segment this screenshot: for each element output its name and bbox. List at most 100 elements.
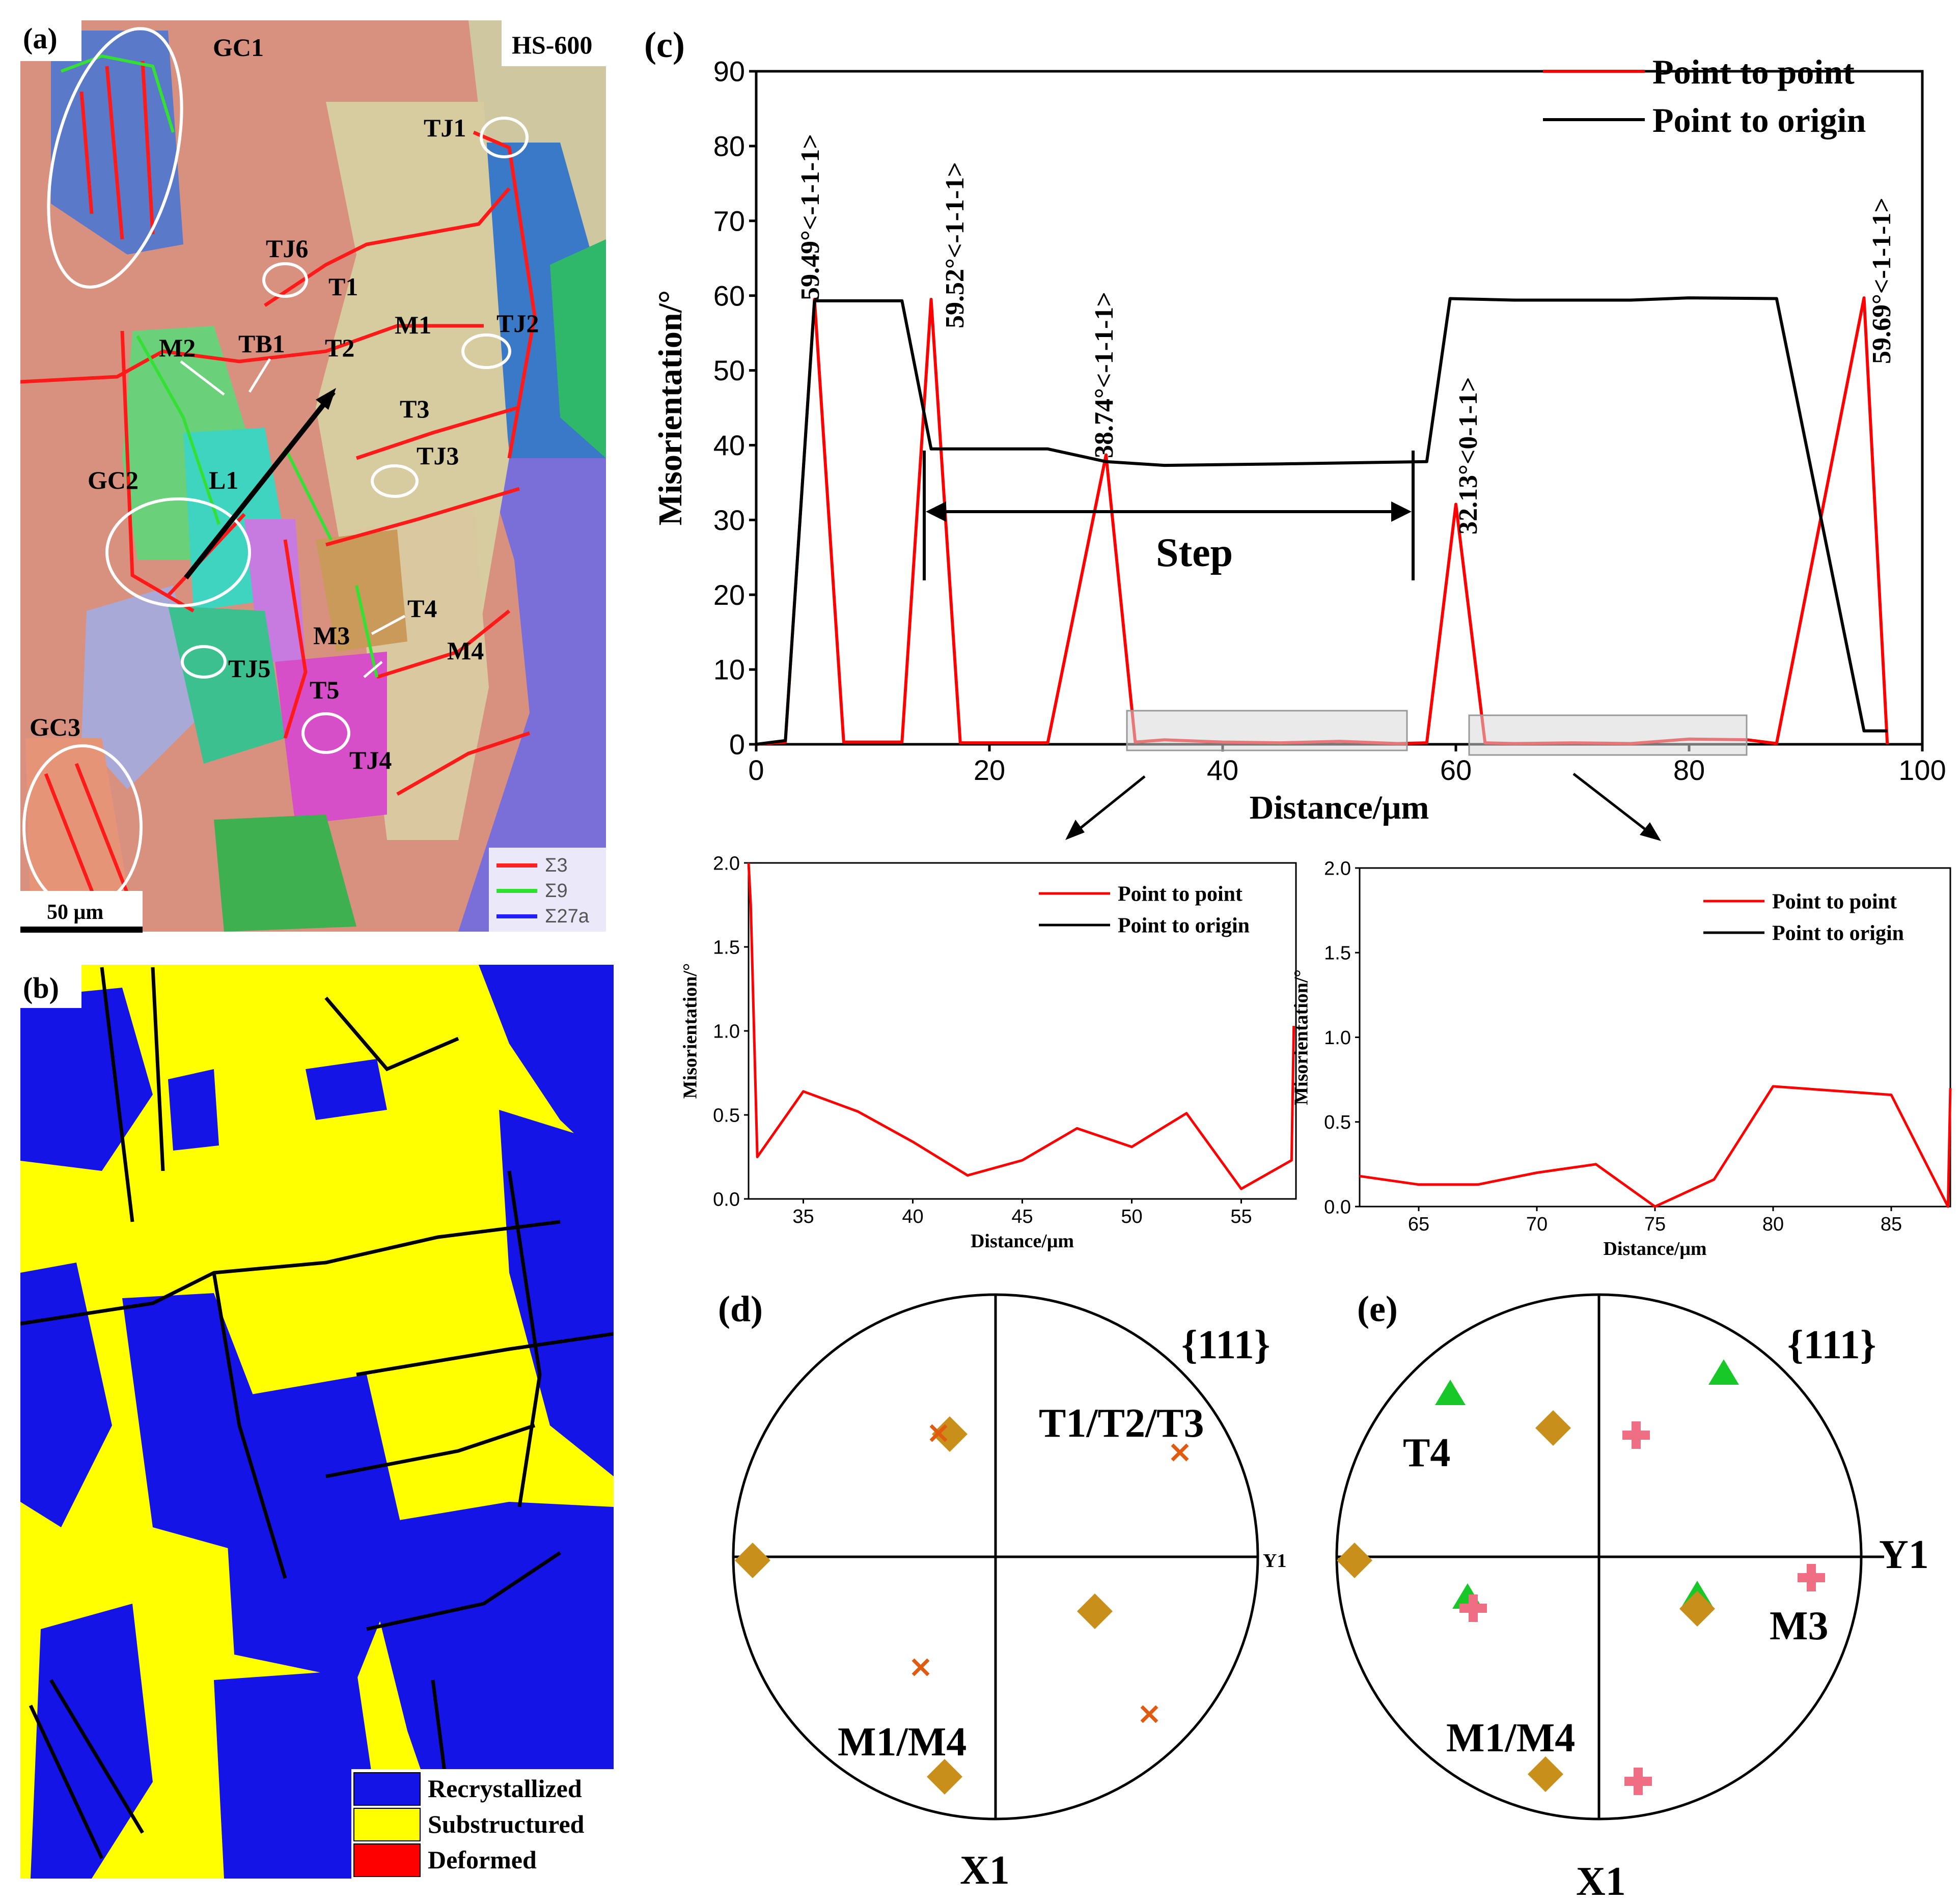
plane-label-e: {111} [1787,1323,1876,1367]
annot-tj2: TJ2 [496,309,539,338]
y-axis-e: Y1 [1879,1532,1929,1577]
x-tick-label: 40 [1207,754,1238,786]
y-tick-label: 30 [713,504,745,536]
annot-peak4: 32.13°<0-1-1> [1454,377,1483,535]
chart-c-annotations: 59.49°<-1-1-1> 59.52°<-1-1-1> 38.74°<-1-… [796,134,1896,575]
legend-label-0: Point to point [1118,883,1243,906]
boundary-legend: Σ3 Σ9 Σ27a [489,848,606,932]
plot-frame [748,862,1297,1200]
y-tick-label: 0.0 [713,1189,740,1210]
map-annotations: GC1 GC2 GC3 TJ1 TJ2 TJ3 TJ4 TJ5 TJ6 T1 T… [30,33,539,774]
x-tick-label: 35 [792,1206,814,1227]
legend-substructured: Substructured [428,1810,585,1838]
x-tick-label: 55 [1230,1206,1252,1227]
x-tick-label: 60 [1440,754,1472,786]
legend-label-0: Point to point [1652,52,1855,91]
chart-main: 0 20 40 60 80 100 0 10 20 30 40 50 60 70 80 90 Distance/… [652,52,1946,826]
x-axis-label: Distance/μm [971,1230,1074,1252]
y-tick-label: 40 [713,429,745,461]
zoom-boxes [1065,710,1748,841]
group-t4: T4 [1403,1431,1450,1475]
annot-peak2: 59.52°<-1-1-1> [941,162,970,328]
y-tick-label: 80 [713,130,745,162]
plane-label-d: {111} [1181,1323,1270,1367]
panel-e-label: (e) [1357,1289,1398,1329]
x-axis-d: X1 [960,1848,1010,1893]
annot-m4: M4 [447,636,484,665]
legend-sigma9: Σ9 [545,880,568,902]
y-tick-label: 90 [713,55,745,88]
panel-d-label: (d) [718,1289,763,1329]
sample-tag: HS-600 [512,31,592,59]
panel-d: (d) {111} T1/T2/T3 M1/M4 X1 Y1 [718,1289,1286,1893]
annot-tj5: TJ5 [228,654,270,683]
y-tick-label: 1.5 [713,937,740,958]
annot-l1: L1 [209,466,238,494]
annot-t5: T5 [310,676,339,704]
legend-label-1: Point to origin [1772,922,1904,945]
series-line-0 [756,296,1889,746]
annotation-ellipses [22,27,529,910]
x-tick-label: 70 [1526,1214,1548,1235]
pole-crosses [912,1424,1189,1723]
annot-peak1: 59.49°<-1-1-1> [796,134,825,300]
series-line-0 [1359,1085,1952,1208]
annot-gc2: GC2 [88,466,139,494]
legend-sigma27a: Σ27a [545,906,590,927]
panel-c: (c) 0 20 40 60 80 100 0 10 20 30 40 50 60 70 80 90 Dista… [644,24,1946,841]
annot-t2: T2 [325,333,354,362]
y-axis-label: Misorientation/° [679,963,701,1099]
scalebar [20,927,143,933]
y-tick-label: 2.0 [713,853,740,874]
annot-tj3: TJ3 [417,441,459,470]
annot-tj6: TJ6 [266,234,308,263]
y-tick-label: 60 [713,279,745,312]
annot-m2: M2 [159,333,196,362]
x-axis-e: X1 [1576,1859,1626,1903]
recrystallization-map [20,965,614,1879]
y-tick-label: 1.0 [713,1021,740,1042]
group-m1m4-e: M1/M4 [1446,1716,1575,1760]
legend-recrystallized: Recrystallized [428,1774,582,1803]
sigma3-boundaries [20,61,537,917]
chart-inset-right: 65 70 75 80 85 0.0 0.5 1.0 1.5 2.0 Distance/μm Miso… [1290,858,1952,1260]
pole-pluses [1459,1421,1825,1795]
x-tick-label: 75 [1644,1214,1666,1235]
y-tick-label: 1.5 [1324,943,1351,964]
y-tick-label: 10 [713,654,745,686]
sigma9-boundaries [60,54,378,678]
chart-inset-left: 35 40 45 50 55 0.0 0.5 1.0 1.5 2.0 Distance/μm Miso… [679,853,1297,1252]
line-scan-arrow [184,390,336,580]
pole-diamond [735,1543,770,1578]
y-tick-label: 0.5 [1324,1112,1351,1133]
scalebar-label: 50 μm [47,901,103,924]
legend-sigma3: Σ3 [545,855,568,876]
y-tick-label: 0 [729,729,745,761]
group-m3: M3 [1770,1604,1829,1648]
annot-tj1: TJ1 [424,114,466,142]
y-tick-label: 2.0 [1324,858,1351,879]
step-bracket [923,451,1415,580]
annot-gc3: GC3 [30,713,80,741]
x-tick-label: 80 [1762,1214,1784,1235]
annot-tj4: TJ4 [349,746,392,774]
annot-peak5: 59.69°<-1-1-1> [1867,198,1896,364]
x-axis-label: Distance/μm [1603,1238,1706,1260]
annot-m1: M1 [395,311,431,339]
x-tick-label: 65 [1408,1214,1429,1235]
series-line-0 [747,862,1295,1190]
plot-frame [1359,867,1951,1208]
y-tick-label: 1.0 [1324,1027,1351,1049]
y-axis-label: Misorientation/° [652,290,689,526]
y-tick-label: 20 [713,579,745,611]
panel-b: (b) Recrystallized Substructured Deforme… [20,965,614,1879]
recrystallization-legend: Recrystallized Substructured Deformed [351,1769,614,1879]
annot-t4: T4 [407,594,437,623]
x-tick-label: 45 [1011,1206,1033,1227]
x-axis-label: Distance/μm [1250,789,1429,826]
poles-e [1337,1359,1825,1795]
panel-c-label: (c) [644,24,685,65]
panel-a: GC1 GC2 GC3 TJ1 TJ2 TJ3 TJ4 TJ5 TJ6 T1 T… [20,20,606,933]
annot-t3: T3 [400,395,429,423]
